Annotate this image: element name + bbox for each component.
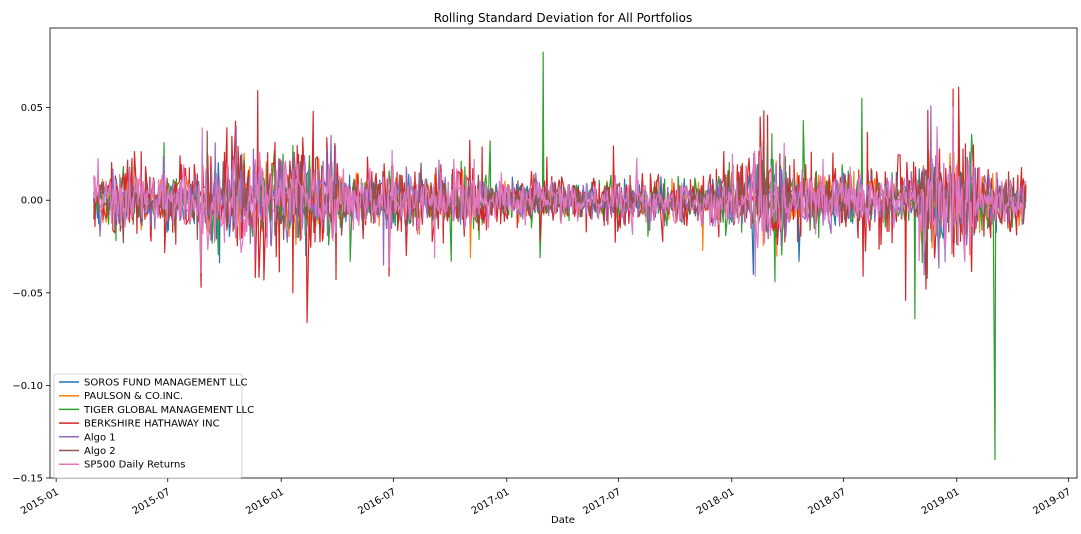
y-tick-label: −0.10	[12, 381, 43, 392]
series-line-6	[93, 107, 1027, 277]
legend-entry: PAULSON & CO.INC.	[84, 391, 183, 402]
y-tick-label: 0.00	[21, 196, 43, 207]
legend-entry: SOROS FUND MANAGEMENT LLC	[84, 378, 248, 389]
y-tick-label: −0.05	[12, 288, 43, 299]
y-axis: −0.15 −0.10 −0.05 0.00 0.05	[12, 103, 50, 485]
legend-entry: SP500 Daily Returns	[84, 460, 186, 471]
legend-entry: Algo 1	[84, 432, 116, 443]
legend-entry: TIGER GLOBAL MANAGEMENT LLC	[83, 405, 254, 416]
series-layer	[93, 51, 1027, 461]
legend-entry: Algo 2	[84, 446, 116, 457]
plot-frame	[49, 27, 1078, 479]
y-tick-label: −0.15	[12, 474, 43, 485]
y-tick-label: 0.05	[21, 103, 43, 114]
legend-entry: BERKSHIRE HATHAWAY INC	[84, 419, 220, 430]
x-axis-label: Date	[551, 515, 575, 526]
legend-box	[53, 373, 243, 479]
chart-title: Rolling Standard Deviation for All Portf…	[434, 11, 692, 25]
legend: SOROS FUND MANAGEMENT LLC PAULSON & CO.IN…	[53, 373, 254, 479]
